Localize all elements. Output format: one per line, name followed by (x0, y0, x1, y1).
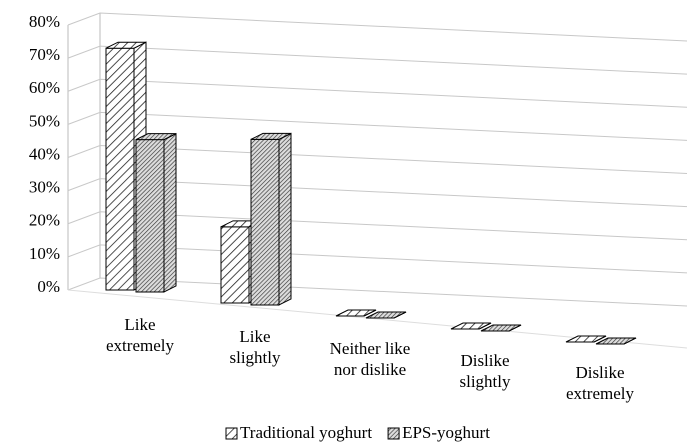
bar-top (135, 133, 177, 141)
y-tick-label: 50% (29, 111, 60, 130)
bar-top (565, 335, 607, 343)
bar-front (220, 226, 250, 304)
y-tick-label: 70% (29, 45, 60, 64)
grid-line (67, 144, 687, 174)
legend-label: Traditional yoghurt (240, 423, 372, 442)
legend-swatch (225, 427, 238, 440)
y-tick-label: 80% (29, 12, 60, 31)
bar-top (335, 309, 377, 317)
x-tick-label: Neither like nor dislike (329, 339, 411, 379)
bar-top (365, 311, 407, 319)
y-tick-label: 40% (29, 144, 60, 163)
bar-side (163, 132, 177, 293)
x-tick-label: Dislike slightly (459, 351, 511, 391)
bar-front (135, 139, 165, 293)
x-tick-label: Like slightly (229, 327, 281, 367)
bar-front (250, 138, 280, 306)
grid-line (67, 244, 687, 274)
grid-line (67, 78, 687, 108)
grid-line (67, 211, 687, 241)
legend-label: EPS-yoghurt (402, 423, 490, 442)
bar-top (105, 41, 147, 49)
grid-line (67, 111, 687, 141)
x-tick-label: Dislike extremely (566, 363, 634, 403)
y-tick-label: 60% (29, 78, 60, 97)
y-tick-label: 0% (37, 277, 60, 296)
y-tick-label: 30% (29, 178, 60, 197)
bar-top (250, 132, 292, 140)
y-tick-label: 20% (29, 211, 60, 230)
grid-line (67, 277, 687, 307)
bar-side (278, 132, 292, 306)
grid-line (67, 178, 687, 208)
bar-top (480, 324, 522, 332)
grid-line (67, 45, 687, 75)
x-tick-label: Like extremely (106, 315, 174, 355)
bar-front (105, 47, 135, 291)
bar-top (595, 337, 637, 345)
grid-line (67, 12, 687, 42)
y-tick-label: 10% (29, 244, 60, 263)
bar-top (450, 322, 492, 330)
legend-swatch (387, 427, 400, 440)
